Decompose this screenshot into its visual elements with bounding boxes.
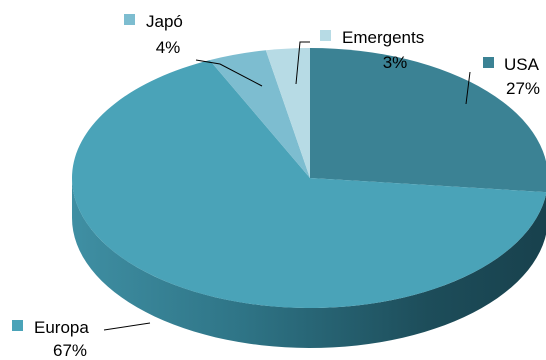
- slice-name-japo: Japó: [146, 12, 183, 31]
- slice-value-japo: 4%: [156, 38, 181, 57]
- leader-line-europa: [103, 322, 151, 331]
- leader-line-japo: [195, 59, 263, 87]
- slice-value-emergents: 3%: [383, 53, 408, 72]
- legend-swatch-emergents: [320, 30, 331, 41]
- slice-labels: USA 27% Europa 67% Japó 4% Emergents 3%: [12, 12, 540, 360]
- pie-side-europa: [72, 178, 546, 348]
- leader-lines: [103, 41, 471, 331]
- slice-name-europa: Europa: [34, 318, 89, 337]
- slice-value-usa: 27%: [506, 79, 540, 98]
- pie-slice-emergents: [265, 48, 310, 178]
- slice-name-emergents: Emergents: [342, 28, 424, 47]
- leader-line-usa: [465, 71, 471, 105]
- pie-slice-japo: [209, 50, 310, 179]
- legend-swatch-usa: [483, 57, 494, 68]
- pie-tops: [72, 48, 546, 308]
- legend-swatch-japo: [124, 14, 135, 25]
- slice-value-europa: 67%: [53, 341, 87, 360]
- pie-slice-europa: [72, 60, 546, 308]
- pie-slice-usa: [310, 48, 546, 193]
- legend-swatch-europa: [12, 320, 23, 331]
- slice-name-usa: USA: [504, 55, 540, 74]
- pie-sides: [72, 178, 546, 348]
- leader-line-emergents: [295, 41, 310, 85]
